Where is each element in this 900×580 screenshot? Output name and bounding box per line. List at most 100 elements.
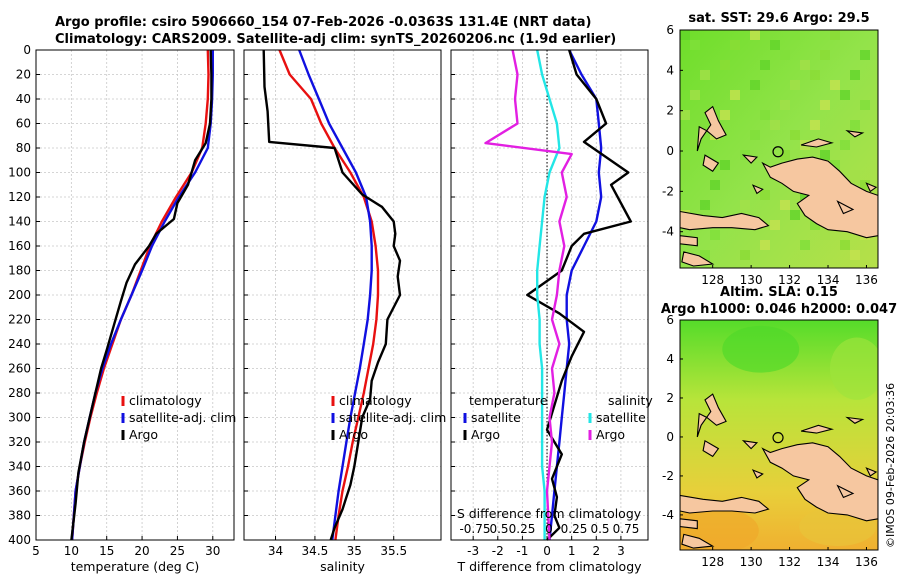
map-y-tick-label: 6 xyxy=(666,313,674,327)
map-cell xyxy=(680,160,690,170)
map-cell xyxy=(850,250,860,260)
land-polygon xyxy=(761,156,878,239)
x-tick-label: -1 xyxy=(516,544,528,558)
x-tick-label: 30 xyxy=(205,544,220,558)
y-tick-label: 380 xyxy=(8,509,31,523)
map-cell xyxy=(790,30,800,40)
land-polygon xyxy=(680,235,698,247)
map-cell xyxy=(790,130,800,140)
panel-salinity: 34 34.5 35 35.5 salinity xyxy=(243,49,442,574)
legend-label: satellite xyxy=(596,410,646,425)
land-polygon xyxy=(836,484,855,499)
land-polygon xyxy=(702,154,720,172)
map-cell xyxy=(810,220,820,230)
map-anomaly-blob xyxy=(829,337,878,400)
map-y-tick-label: -2 xyxy=(662,184,674,198)
map-cell xyxy=(740,200,750,210)
map-anomaly-blob xyxy=(722,325,800,373)
x-tick-label: -2 xyxy=(492,544,504,558)
y-tick-label: 340 xyxy=(8,460,31,474)
legend-label: satellite-adj. clim xyxy=(129,410,236,425)
panel-difference: -3 -2 -1 0 1 2 3T difference from climatology xyxy=(450,49,649,574)
series-line-climatology xyxy=(278,49,380,541)
map-cell xyxy=(830,160,840,170)
map-cell xyxy=(690,90,700,100)
legend-label: Argo xyxy=(339,427,368,442)
map-cell xyxy=(800,190,810,200)
legend-label: satellite xyxy=(471,410,521,425)
series-line-argo xyxy=(262,49,402,541)
map-cell xyxy=(830,30,840,40)
y-tick-label: 280 xyxy=(8,386,31,400)
x-tick-label: -3 xyxy=(467,544,479,558)
x-tick-label: 0 xyxy=(543,544,551,558)
land-polygon xyxy=(680,518,698,530)
y-tick-label: 180 xyxy=(8,264,31,278)
series-line-argo xyxy=(70,49,213,541)
map-x-tick-label: 130 xyxy=(740,555,763,569)
map-cell xyxy=(710,230,720,240)
x-axis-label: temperature (deg C) xyxy=(71,559,200,574)
series-line-salinity-satellite xyxy=(536,49,561,540)
land-polygon xyxy=(751,184,764,195)
map-cell xyxy=(750,130,760,140)
map-cell xyxy=(750,180,760,190)
x-tick-label: 35.5 xyxy=(380,544,407,558)
figure-title-line2: Climatology: CARS2009. Satellite-adj cli… xyxy=(55,32,617,47)
map-x-tick-label: 130 xyxy=(740,273,763,287)
map-cell xyxy=(780,150,790,160)
map-cell xyxy=(720,110,730,120)
y-tick-label: 260 xyxy=(8,362,31,376)
x-tick-label: 2 xyxy=(592,544,600,558)
map-x-tick-label: 128 xyxy=(701,555,724,569)
map-cell xyxy=(770,120,780,130)
y-tick-label: 200 xyxy=(8,288,31,302)
y-tick-label: 320 xyxy=(8,435,31,449)
map-y-tick-label: 0 xyxy=(666,144,674,158)
legend-label: climatology xyxy=(129,393,202,408)
legend-label: Argo xyxy=(129,427,158,442)
map-cell xyxy=(840,90,850,100)
map-y-tick-label: 0 xyxy=(666,430,674,444)
x-tick-label: 34.5 xyxy=(302,544,329,558)
x-tick-label: 10 xyxy=(64,544,79,558)
y-tick-label: 300 xyxy=(8,411,31,425)
map-x-tick-label: 132 xyxy=(778,555,801,569)
land-polygon xyxy=(751,469,764,479)
series-line-temperature-argo xyxy=(526,49,632,541)
legend-label: Argo xyxy=(471,427,500,442)
x-tick-label: 25 xyxy=(170,544,185,558)
map-cell xyxy=(680,30,690,40)
map-x-tick-label: 136 xyxy=(855,555,878,569)
series-group xyxy=(70,49,215,541)
map-cell xyxy=(860,180,870,190)
top-axis-label: S difference from climatology xyxy=(457,506,642,521)
land-polygon xyxy=(696,393,727,438)
map-content xyxy=(680,30,878,268)
series-line-temperature-satellite xyxy=(548,49,603,541)
x-axis-label: T difference from climatology xyxy=(456,559,642,574)
land-polygon xyxy=(696,105,727,152)
map-x-tick-label: 136 xyxy=(855,273,878,287)
map-cell xyxy=(760,190,770,200)
map-cell xyxy=(700,70,710,80)
x-tick-label: 20 xyxy=(134,544,149,558)
y-tick-label: 20 xyxy=(16,68,31,82)
map-cell xyxy=(860,50,870,60)
map-cell xyxy=(770,220,780,230)
land-polygon xyxy=(681,533,715,549)
y-tick-label: 40 xyxy=(16,92,31,106)
map-cell xyxy=(820,230,830,240)
map-y-tick-label: 4 xyxy=(666,352,674,366)
x-tick-label: 5 xyxy=(32,544,40,558)
map-y-tick-label: 4 xyxy=(666,63,674,77)
map-cell xyxy=(800,60,810,70)
y-tick-label: 160 xyxy=(8,239,31,253)
y-tick-label: 0 xyxy=(23,43,31,57)
top-axis-tick-label: 0 xyxy=(545,522,553,536)
map-cell xyxy=(850,120,860,130)
argo-float-marker xyxy=(772,432,784,444)
y-tick-label: 240 xyxy=(8,337,31,351)
land-polygon xyxy=(681,251,715,267)
